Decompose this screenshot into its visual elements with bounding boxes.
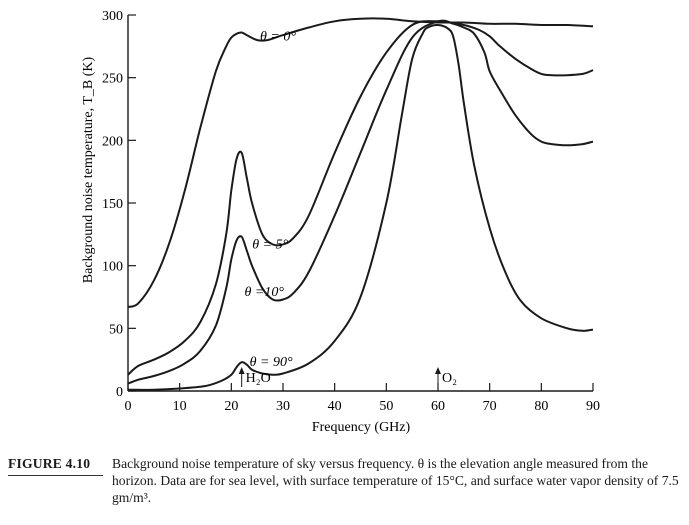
x-tick-label: 20 [224,399,238,414]
curve-labels: θ = 0° θ = 5° θ =10° θ = 90° [245,29,297,370]
x-axis-label: Frequency (GHz) [312,420,411,435]
series-line-0 [127,17,594,308]
y-tick-label: 0 [116,385,123,400]
x-tick-label: 70 [483,399,497,414]
x-tick-label: 90 [586,399,600,414]
annotation-label: H₂O [246,371,271,386]
y-tick-label: 250 [102,72,123,87]
y-tick-label: 300 [102,9,123,24]
series-line-2 [127,19,594,385]
curve-label: θ = 90° [250,355,293,370]
series-line-3 [127,23,594,391]
y-tick-label: 200 [102,134,123,149]
curve-label: θ = 0° [260,29,296,44]
y-axis-label: Background noise temperature, T_B (K) [81,56,96,283]
curve-label: θ =10° [245,285,285,300]
y-tick-label: 150 [102,197,123,212]
curve-label: θ = 5° [252,237,288,252]
x-tick-label: 0 [125,399,132,414]
figure-label: FIGURE 4.10 [8,456,91,471]
annotation-label: O₂ [442,371,457,386]
x-tick-label: 40 [328,399,342,414]
x-tick-label: 50 [379,399,393,414]
series-line-1 [127,20,594,376]
x-tick-label: 80 [534,399,548,414]
x-tick-label: 30 [276,399,290,414]
x-tick-label: 10 [173,399,187,414]
curves [127,17,594,391]
y-tick-label: 100 [102,260,123,275]
annotations: H₂O O₂ [238,367,457,387]
annotation-arrowhead [435,367,441,374]
noise-temperature-chart: 0 10 20 30 40 50 60 70 80 90 0 50 100 150 200 250 300 θ … [81,9,600,435]
annotation-arrowhead [238,367,245,374]
figure-label-rule [8,475,103,476]
x-tick-label: 60 [431,399,445,414]
axes: 0 10 20 30 40 50 60 70 80 90 0 50 100 150 200 250 300 [102,9,600,414]
y-tick-label: 50 [109,322,123,337]
caption-text: Background noise temperature of sky vers… [112,456,679,505]
